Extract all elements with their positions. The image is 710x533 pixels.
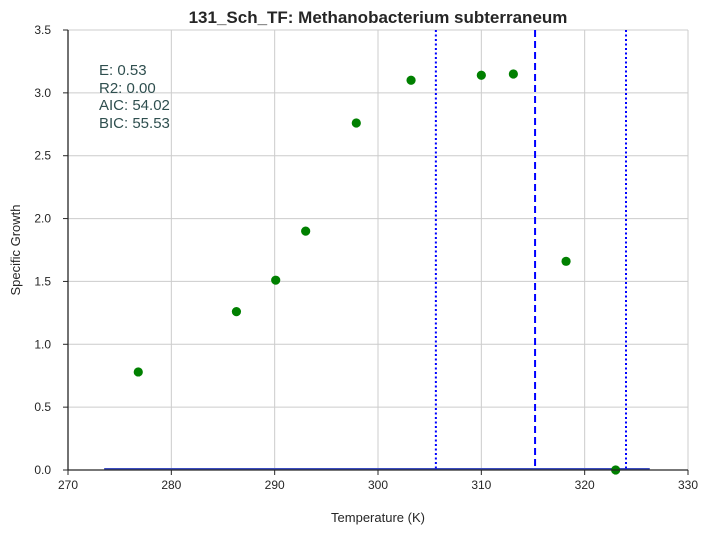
data-point [231,307,242,317]
y-axis-title: Specific Growth [8,204,23,295]
x-tick-label: 270 [58,478,78,492]
data-point [271,275,281,285]
annotation-aic: AIC: 54.02 [99,97,170,114]
data-point [133,367,143,377]
y-tick-label: 2.0 [34,212,51,226]
data-point [508,69,518,79]
y-tick-label: 1.0 [34,337,51,351]
x-tick-label: 310 [471,478,491,492]
grid [67,29,689,471]
stats-annotation: E: 0.53 R2: 0.00 AIC: 54.02 BIC: 55.53 [99,62,170,132]
data-point [301,226,311,236]
data-points [133,69,621,475]
y-tick-label: 0.5 [34,400,51,414]
data-point [476,70,486,80]
x-tick-label: 290 [265,478,285,492]
annotation-bic: BIC: 55.53 [99,115,170,132]
chart-title: 131_Sch_TF: Methanobacterium subterraneu… [189,8,568,27]
x-tick-label: 320 [575,478,595,492]
x-axis-title: Temperature (K) [331,510,425,525]
y-tick-label: 2.5 [34,149,51,163]
x-tick-label: 330 [678,478,698,492]
y-tick-label: 3.0 [34,86,51,100]
y-tick-label: 1.5 [34,274,51,288]
annotation-e: E: 0.53 [99,62,147,79]
tick-labels: 270 280 290 300 310 320 330 0.0 0.5 1.0 1.5 2.0 2.5 3… [34,23,698,492]
y-tick-label: 0.0 [34,463,51,477]
data-point [351,118,361,128]
data-point [561,256,571,266]
axes [63,29,689,475]
annotation-r2: R2: 0.00 [99,80,156,97]
data-point [406,75,416,85]
y-tick-label: 3.5 [34,23,51,37]
x-tick-label: 300 [368,478,388,492]
x-tick-label: 280 [161,478,181,492]
vertical-lines [434,30,627,470]
